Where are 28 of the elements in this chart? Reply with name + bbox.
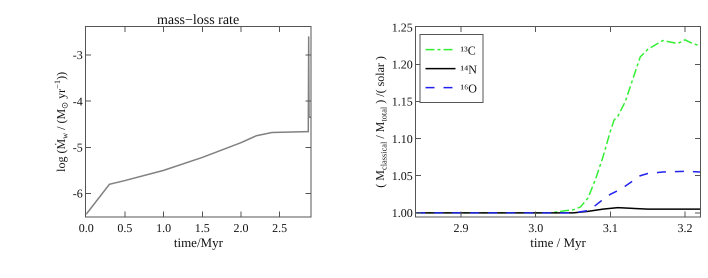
- x-tick-label: 0.5: [117, 220, 132, 235]
- y-tick-label: -5: [72, 140, 83, 154]
- y-tick-label: 1.20: [392, 58, 413, 72]
- x-tick-label: 2.9: [454, 220, 469, 235]
- legend-label: ¹⁴N: [460, 62, 478, 76]
- x-tick-label: 1.5: [194, 220, 210, 235]
- y-tick-label: 1.10: [392, 132, 413, 146]
- line-series: [86, 36, 311, 216]
- x-tick-label: 3.0: [528, 220, 544, 235]
- x-tick-label: 2.5: [272, 220, 288, 235]
- x-axis-title: time / Myr: [530, 234, 587, 250]
- x-tick-label: 3.2: [678, 220, 693, 235]
- y-tick-label: -6: [72, 186, 83, 201]
- chart-title: mass−loss rate: [157, 13, 240, 28]
- y-tick-label: -3: [72, 48, 83, 62]
- x-axis-title: time/Myr: [174, 234, 224, 250]
- y-tick-label: 1.05: [392, 168, 413, 183]
- y-tick-label: 1.00: [392, 206, 413, 220]
- y-tick-label: 1.25: [392, 20, 413, 34]
- y-tick-label: 1.15: [392, 94, 413, 109]
- y-tick-label: -4: [72, 94, 83, 108]
- x-tick-label: 2.0: [233, 220, 248, 235]
- x-tick-label: 1.0: [156, 220, 172, 235]
- line-series: [416, 170, 700, 214]
- x-tick-label: 3.1: [602, 220, 618, 235]
- legend-label: ¹⁶O: [460, 81, 478, 96]
- legend-label: ¹³C: [460, 43, 476, 58]
- x-tick-label: 0.0: [78, 220, 94, 235]
